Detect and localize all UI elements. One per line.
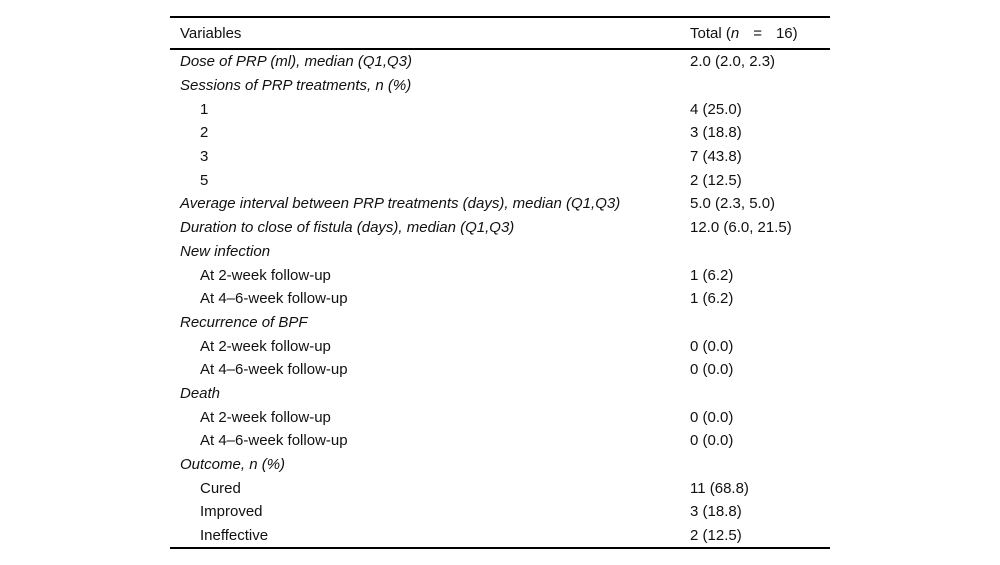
row-value: 0 (0.0) [690,432,734,450]
row-value: 2 (12.5) [690,171,742,189]
row-label: 1 [200,100,209,118]
row-label: New infection [180,242,271,260]
table-row: At 2-week follow-up 0 (0.0) [170,405,830,429]
table-row: At 2-week follow-up 1 (6.2) [170,263,830,287]
header-total: Total (n = 16) [690,25,830,42]
table-row: At 4–6-week follow-up 0 (0.0) [170,429,830,453]
row-label: Sessions of PRP treatments, n (%) [180,77,412,95]
table-row: Dose of PRP (ml), median (Q1,Q3) 2.0 (2.0… [170,50,830,74]
row-value: 3 (18.8) [690,124,742,142]
table-row: Average interval between PRP treatments … [170,192,830,216]
table-row: 5 2 (12.5) [170,168,830,192]
row-value: 7 (43.8) [690,148,742,166]
row-value: 1 (6.2) [690,290,734,308]
row-label: At 2-week follow-up [200,266,331,284]
row-value: 0 (0.0) [690,361,734,379]
row-label: Improved [200,503,263,521]
table-row: At 4–6-week follow-up 1 (6.2) [170,287,830,311]
row-label: Ineffective [200,527,269,545]
table-row: Outcome, n (%) [170,453,830,477]
row-value: 0 (0.0) [690,337,734,355]
table-row: At 2-week follow-up 0 (0.0) [170,334,830,358]
header-total-equals: = [753,24,762,42]
statistics-table: Variables Total (n = 16) Dose of PRP (ml),… [170,16,830,550]
row-label: Recurrence of BPF [180,313,308,331]
row-label: Dose of PRP (ml), median (Q1,Q3) [180,53,413,71]
row-value: 0 (0.0) [690,408,734,426]
table-row: 1 4 (25.0) [170,97,830,121]
table-row: At 4–6-week follow-up 0 (0.0) [170,358,830,382]
table-row: Recurrence of BPF [170,311,830,335]
table-row: 3 7 (43.8) [170,145,830,169]
row-value: 2.0 (2.0, 2.3) [690,53,776,71]
header-total-value: 16) [775,24,798,42]
table-header-row: Variables Total (n = 16) [170,18,830,50]
table-row: New infection [170,240,830,264]
row-value: 5.0 (2.3, 5.0) [690,195,776,213]
row-label: At 2-week follow-up [200,337,331,355]
row-label: At 4–6-week follow-up [200,290,348,308]
row-value: 11 (68.8) [690,479,749,497]
table-row: Ineffective 2 (12.5) [170,524,830,548]
table-row: Death [170,382,830,406]
row-label: Outcome, n (%) [180,456,286,474]
row-label: 2 [200,124,209,142]
table-row: Duration to close of fistula (days), med… [170,216,830,240]
row-value: 1 (6.2) [690,266,734,284]
row-value: 2 (12.5) [690,527,742,545]
header-variables: Variables [180,24,242,42]
table-row: Sessions of PRP treatments, n (%) [170,74,830,98]
row-label: At 2-week follow-up [200,408,331,426]
row-value: 3 (18.8) [690,503,742,521]
row-label: 5 [200,171,209,189]
table-row: 2 3 (18.8) [170,121,830,145]
header-total-prefix: Total ( [690,24,731,42]
row-label: 3 [200,148,209,166]
row-value: 12.0 (6.0, 21.5) [690,219,792,237]
row-label: At 4–6-week follow-up [200,361,348,379]
row-label: Cured [200,479,241,497]
row-label: Duration to close of fistula (days), med… [180,219,515,237]
header-total-n: n [730,24,740,42]
row-label: Death [180,384,221,402]
table-row: Improved 3 (18.8) [170,500,830,524]
table-body: Dose of PRP (ml), median (Q1,Q3) 2.0 (2.0… [170,50,830,547]
row-value: 4 (25.0) [690,100,742,118]
row-label: Average interval between PRP treatments … [180,195,621,213]
table-row: Cured 11 (68.8) [170,476,830,500]
row-label: At 4–6-week follow-up [200,432,348,450]
